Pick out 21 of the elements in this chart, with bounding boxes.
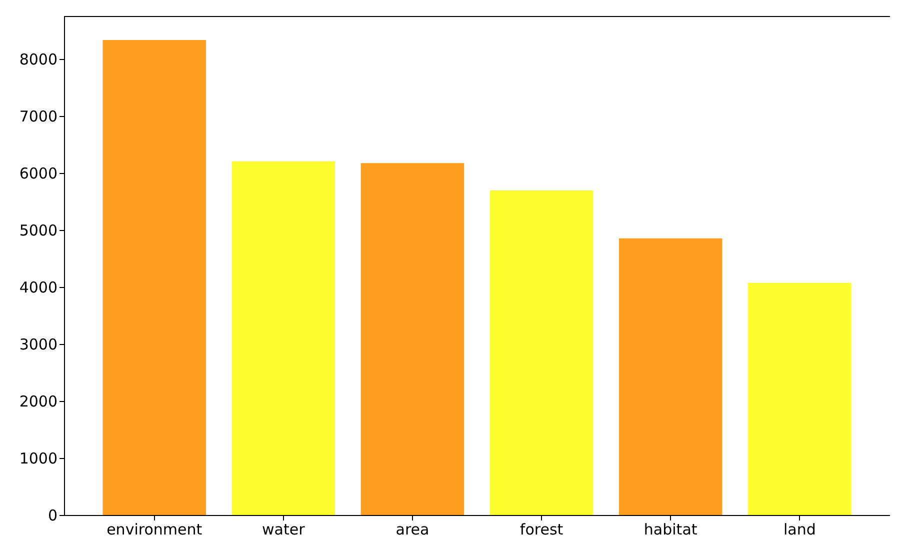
y-tick-label: 7000: [19, 107, 58, 126]
x-tick-label: land: [783, 520, 816, 538]
x-tick-label: habitat: [644, 520, 698, 538]
bar: [232, 161, 336, 515]
bar: [490, 190, 594, 515]
y-tick-label: 1000: [19, 449, 58, 468]
bar: [360, 163, 464, 515]
y-tick-label: 6000: [19, 164, 58, 182]
bar: [618, 238, 722, 515]
x-tick-label: area: [396, 520, 430, 538]
x-tick-label: forest: [520, 520, 564, 538]
y-tick-label: 8000: [19, 50, 58, 68]
x-tick-label: environment: [106, 520, 202, 538]
bar: [748, 282, 852, 515]
x-tick-label: water: [262, 520, 306, 538]
bar: [102, 40, 206, 515]
y-tick-label: 4000: [19, 278, 58, 296]
y-tick-label: 3000: [19, 335, 58, 354]
y-tick-label: 0: [48, 506, 58, 524]
y-tick-label: 2000: [19, 392, 58, 410]
y-tick-label: 5000: [19, 221, 58, 240]
